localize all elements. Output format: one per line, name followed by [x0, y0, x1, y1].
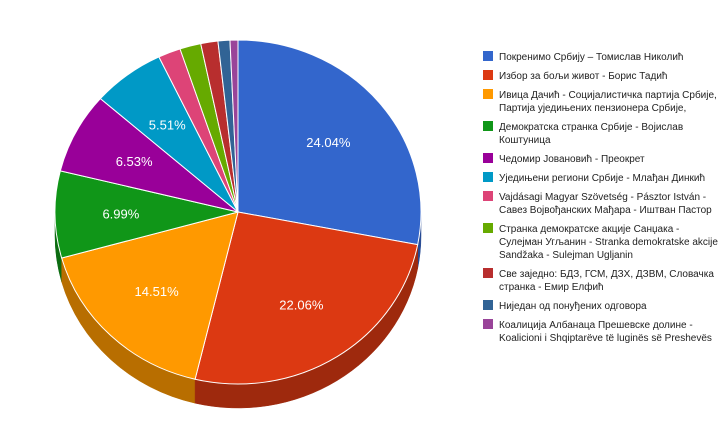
legend-entry-line: странка - Емир Елфић [499, 281, 604, 293]
legend-swatch [483, 223, 493, 233]
legend-entry-label: Чедомир Јовановић - Преокрет [499, 154, 645, 165]
legend-entry-label: Покренимо Србију – Томислав Николић [499, 51, 683, 63]
legend-entry-line: Партија уједињених пензионера Србије, [499, 102, 686, 114]
legend-swatch [483, 70, 493, 80]
legend-entry-label: Све заједно: БДЗ, ГСМ, ДЗХ, ДЗВМ, Словач… [499, 269, 714, 293]
legend-entry-line: Ниједан од понуђених одговора [499, 300, 647, 312]
legend-entry-line: Сулејман Угљанин - Stranka demokratske a… [499, 237, 718, 248]
legend-swatch [483, 89, 493, 99]
pie-slice [237, 39, 422, 246]
legend-swatch [483, 51, 493, 61]
legend-swatch [483, 191, 493, 201]
pie-slice [54, 170, 239, 259]
legend-entry-line: Демократска странка Србије - Војислав [499, 121, 683, 133]
pie-slice-value-label: 5.51% [149, 117, 186, 132]
pie-slice-value-label: 22.06% [279, 298, 324, 313]
legend-entry-line: Koalicioni i Shqiptarëve të luginës së P… [499, 333, 712, 344]
legend-entry-line: Избор за бољи живот - Борис Тадић [499, 70, 667, 82]
legend-entry-line: Савез Војвођанских Мађара - Иштван Пасто… [499, 204, 712, 216]
legend-entry-line: Ивица Дачић - Социјалистичка партија Срб… [499, 89, 717, 101]
legend-entry-label: Избор за бољи живот - Борис Тадић [499, 70, 667, 82]
legend-entry-label: Уједињени региони Србије - Млађан Динкић [499, 172, 705, 184]
legend-entry-line: Покренимо Србију – Томислав Николић [499, 51, 683, 63]
pie-slice [194, 211, 419, 385]
legend-swatch [483, 268, 493, 278]
pie-labels: 24.04% 22.06% 14.51% 6.99% 6.53% 5.51% [102, 117, 350, 312]
legend-entry-line: Све заједно: БДЗ, ГСМ, ДЗХ, ДЗВМ, Словач… [499, 269, 714, 280]
pie-slice [229, 39, 239, 213]
legend-entry-label: Vajdásagi Magyar Szövetség - Pásztor Ist… [499, 192, 712, 216]
legend-entry-line: Чедомир Јовановић - Преокрет [499, 154, 645, 165]
legend-swatch [483, 319, 493, 329]
pie-slice [61, 211, 239, 380]
legend-swatch [483, 172, 493, 182]
legend-entry-label: Ниједан од понуђених одговора [499, 300, 647, 312]
legend-entry-line: Странка демократске акције Санџака - [499, 224, 679, 235]
legend-entry-label: Странка демократске акције Санџака - Суле… [499, 224, 718, 261]
legend-swatch [483, 153, 493, 163]
legend-entry-line: Коштуница [499, 135, 551, 146]
pie-slice-value-label: 6.99% [102, 207, 139, 222]
legend-swatch [483, 300, 493, 310]
pie-slice-value-label: 14.51% [135, 284, 180, 299]
legend-entry-line: Sandžaka - Sulejman Ugljanin [499, 250, 633, 261]
pie-slice-value-label: 6.53% [116, 154, 153, 169]
legend-entry-line: Коалиција Албанаца Прешевске долине - [499, 319, 693, 331]
legend-entry-label: Демократска странка Србије - Војислав Кош… [499, 121, 683, 146]
legend-entry-line: Уједињени региони Србије - Млађан Динкић [499, 172, 705, 184]
pie-slice-value-label: 24.04% [306, 135, 351, 150]
legend-swatch [483, 121, 493, 131]
legend: Покренимо Србију – Томислав Николић Избор… [483, 51, 718, 344]
legend-entry-label: Ивица Дачић - Социјалистичка партија Срб… [499, 89, 717, 114]
pie-top [54, 39, 422, 385]
legend-entry-line: Vajdásagi Magyar Szövetség - Pásztor Ist… [499, 192, 706, 203]
legend-entry-label: Коалиција Албанаца Прешевске долине - Koa… [499, 319, 712, 344]
